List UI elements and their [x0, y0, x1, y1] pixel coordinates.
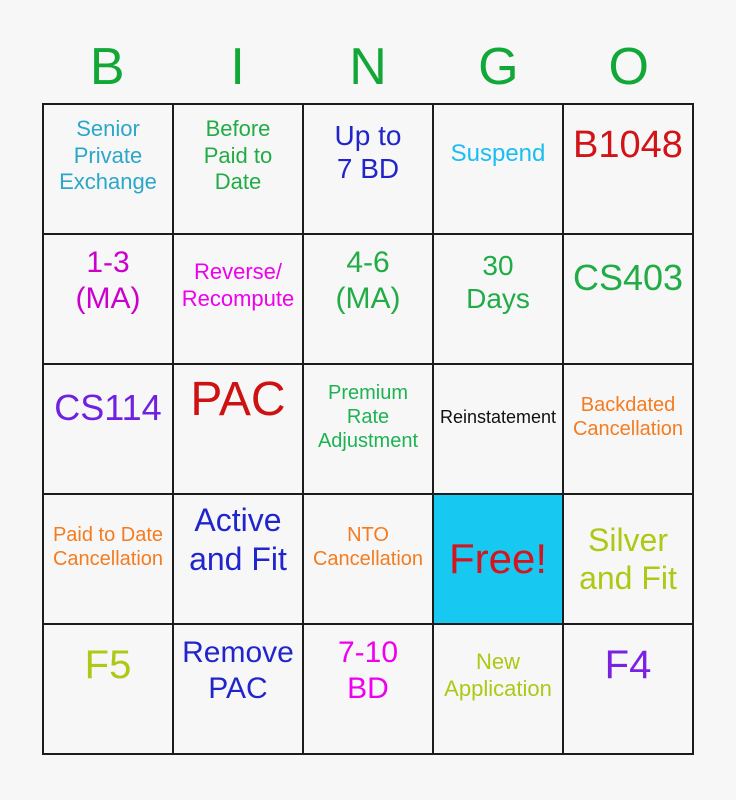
bingo-cell-backdated-cancellation[interactable]: Backdated Cancellation	[563, 364, 693, 494]
cell-label: Reverse/ Recompute	[181, 259, 295, 311]
bingo-cell-pac[interactable]: PAC	[173, 364, 303, 494]
bingo-cell-30-days[interactable]: 30 Days	[433, 234, 563, 364]
title-letter-n: N	[349, 38, 387, 96]
bingo-cell-reverse-recompute[interactable]: Reverse/ Recompute	[173, 234, 303, 364]
cell-label: Before Paid to Date	[203, 116, 273, 194]
bingo-cell-free-space[interactable]: Free!	[433, 494, 563, 624]
bingo-cell-7-10-bd[interactable]: 7-10 BD	[303, 624, 433, 754]
cell-label: B1048	[573, 124, 683, 167]
bingo-cell-silver-and-fit[interactable]: Silver and Fit	[563, 494, 693, 624]
cell-label: Suspend	[450, 140, 546, 168]
bingo-cell-up-to-7-bd[interactable]: Up to 7 BD	[303, 104, 433, 234]
cell-label: CS114	[54, 386, 162, 428]
title-letter-i: I	[230, 38, 245, 96]
cell-label: 30 Days	[466, 249, 530, 315]
cell-label: Premium Rate Adjustment	[317, 382, 419, 452]
bingo-cell-1-3-ma[interactable]: 1-3 (MA)	[43, 234, 173, 364]
cell-label: Active and Fit	[189, 502, 287, 577]
bingo-cell-senior-private-exchange[interactable]: Senior Private Exchange	[43, 104, 173, 234]
cell-label: Silver and Fit	[579, 521, 677, 596]
bingo-cell-4-6-ma[interactable]: 4-6 (MA)	[303, 234, 433, 364]
bingo-cell-remove-pac[interactable]: Remove PAC	[173, 624, 303, 754]
bingo-title: B I N G O	[42, 38, 694, 96]
bingo-cell-premium-rate-adjustment[interactable]: Premium Rate Adjustment	[303, 364, 433, 494]
bingo-cell-before-paid-to-date[interactable]: Before Paid to Date	[173, 104, 303, 234]
cell-label: Senior Private Exchange	[59, 116, 157, 194]
bingo-cell-nto-cancellation[interactable]: NTO Cancellation	[303, 494, 433, 624]
cell-label: Up to 7 BD	[334, 119, 402, 185]
cell-label: Reinstatement	[439, 407, 557, 428]
bingo-grid: Senior Private Exchange Before Paid to D…	[42, 103, 694, 755]
cell-label: 4-6 (MA)	[335, 246, 401, 315]
bingo-cell-paid-to-date-cancellation[interactable]: Paid to Date Cancellation	[43, 494, 173, 624]
bingo-cell-active-and-fit[interactable]: Active and Fit	[173, 494, 303, 624]
bingo-cell-cs114[interactable]: CS114	[43, 364, 173, 494]
bingo-cell-suspend[interactable]: Suspend	[433, 104, 563, 234]
cell-label: New Application	[444, 649, 552, 701]
cell-label: Remove PAC	[182, 636, 294, 705]
bingo-cell-new-application[interactable]: New Application	[433, 624, 563, 754]
cell-label: Paid to Date Cancellation	[52, 524, 164, 570]
title-letter-b: B	[89, 38, 125, 96]
cell-label: 7-10 BD	[337, 636, 399, 705]
cell-label: 1-3 (MA)	[75, 246, 141, 315]
bingo-cell-cs403[interactable]: CS403	[563, 234, 693, 364]
cell-label: F4	[604, 643, 652, 687]
cell-label: PAC	[190, 373, 286, 427]
title-letter-g: G	[478, 38, 519, 96]
cell-label: Backdated Cancellation	[572, 394, 684, 440]
cell-label: CS403	[572, 256, 684, 298]
bingo-cell-f5[interactable]: F5	[43, 624, 173, 754]
bingo-cell-reinstatement[interactable]: Reinstatement	[433, 364, 563, 494]
cell-label: F5	[84, 643, 132, 687]
cell-label: NTO Cancellation	[312, 524, 424, 570]
bingo-cell-f4[interactable]: F4	[563, 624, 693, 754]
cell-label: Free!	[448, 534, 548, 582]
bingo-cell-b1048[interactable]: B1048	[563, 104, 693, 234]
title-letter-o: O	[608, 38, 649, 96]
